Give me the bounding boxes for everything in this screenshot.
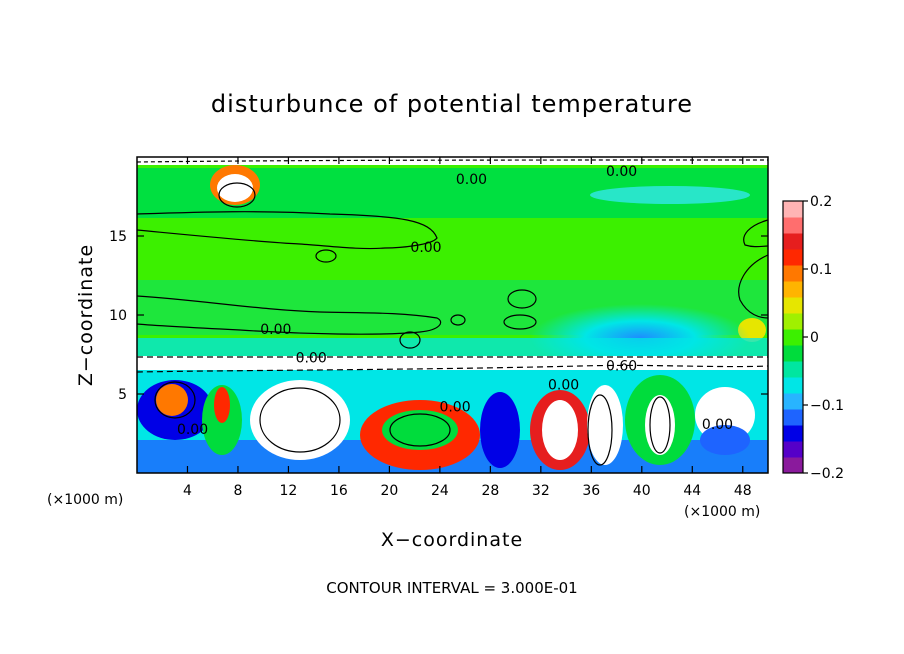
contour-label-group: 0.00 0.00 0.00 0.00 0.00 0.60 0.00 0.00 0.00 0.00 [177,164,733,438]
colorbar-swatch [783,297,803,314]
x-tick-label: 28 [481,483,499,499]
contour-label: 0.60 [606,359,637,375]
contour-label: 0.00 [456,172,487,188]
y-tick-label: 10 [109,308,127,324]
x-tick-label: 4 [183,483,192,499]
contour-line [137,364,768,373]
x-tick-label: 32 [532,483,550,499]
colorbar-swatch [783,217,803,234]
contour-line [399,331,421,349]
contour-line [315,249,337,263]
colorbar-swatch [783,457,803,474]
y-tick-label: 15 [109,229,127,245]
upper-cyan-patch [590,186,750,204]
top-strip [137,157,768,165]
cyan-layer [137,338,768,360]
contour-line [738,254,768,319]
contour-label: 0.00 [702,417,733,433]
contour-line [137,211,438,250]
x-axis: 4 8 12 16 20 24 28 32 36 40 44 48 [183,157,752,499]
eddy-1-core [156,384,188,416]
colorbar-swatch [783,265,803,282]
contour-line [587,394,613,466]
colorbar-swatch [783,233,803,250]
colorbar-swatch [783,377,803,394]
x-unit-left: (×1000 m) [47,492,123,508]
colorbar [783,201,803,474]
contour-line [218,182,256,208]
contour-line [649,396,671,454]
x-tick-label: 48 [734,483,752,499]
colorbar-tick-label: 0.1 [810,262,832,278]
colorbar-tick-label: 0 [810,330,819,346]
eddy-7 [587,385,623,465]
eddy-5 [480,392,520,468]
contour-label: 0.00 [606,164,637,180]
eddy-8-core [645,395,675,455]
contour-line [154,381,196,419]
contour-label: 0.00 [177,422,208,438]
contour-interval-note: CONTOUR INTERVAL = 3.000E-01 [326,579,577,597]
contour-line [137,159,768,163]
y-tick-label: 5 [118,387,127,403]
contour-label: 0.00 [410,240,441,256]
colorbar-ticks: 0.2 0.1 0 −0.1 −0.2 [803,194,844,482]
x-tick-label: 12 [280,483,298,499]
contour-label: 0.00 [548,378,579,394]
white-layer [137,356,768,372]
colorbar-swatch [783,201,803,218]
contour-line [389,413,451,447]
eddy-3 [250,380,350,460]
contour-line [743,219,768,248]
colorbar-swatch [783,393,803,410]
colorbar-swatch [783,441,803,458]
x-unit-right: (×1000 m) [684,504,760,520]
x-tick-label: 40 [633,483,651,499]
colorbar-swatch [783,361,803,378]
top-warm-plume-core [217,174,253,202]
eddy-2-core [214,387,230,423]
colorbar-swatch [783,409,803,426]
colorbar-swatch [783,425,803,442]
contour-line [137,295,442,335]
contour-line [507,289,537,309]
x-tick-label: 8 [233,483,242,499]
y-axis-title: Z−coordinate [75,244,97,386]
contour-label: 0.00 [439,400,470,416]
eddy-9-ring [700,425,750,455]
x-tick-label: 20 [380,483,398,499]
colorbar-swatch [783,329,803,346]
x-tick-label: 36 [582,483,600,499]
x-axis-title: X−coordinate [381,529,523,551]
contour-lines [137,159,768,466]
contour-line [259,387,341,453]
contour-label: 0.00 [260,322,291,338]
plot-area: 0.00 0.00 0.00 0.00 0.00 0.60 0.00 0.00 0.00 0.00 [137,157,768,473]
contour-line [503,314,537,330]
x-tick-label: 44 [683,483,701,499]
colorbar-tick-label: 0.2 [810,194,832,210]
colorbar-swatch [783,345,803,362]
colorbar-swatch [783,249,803,266]
colorbar-tick-label: −0.2 [810,466,844,482]
eddy-6-core [542,400,578,460]
contour-label: 0.00 [296,351,327,367]
colorbar-swatch [783,281,803,298]
contour-line [450,314,466,326]
chart-title: disturbunce of potential temperature [211,90,693,118]
colorbar-tick-label: −0.1 [810,398,844,414]
eddy-4-core [382,410,458,450]
y-axis: 5 10 15 [109,229,768,403]
x-tick-label: 16 [330,483,348,499]
x-tick-label: 24 [431,483,449,499]
colorbar-swatch [783,313,803,330]
